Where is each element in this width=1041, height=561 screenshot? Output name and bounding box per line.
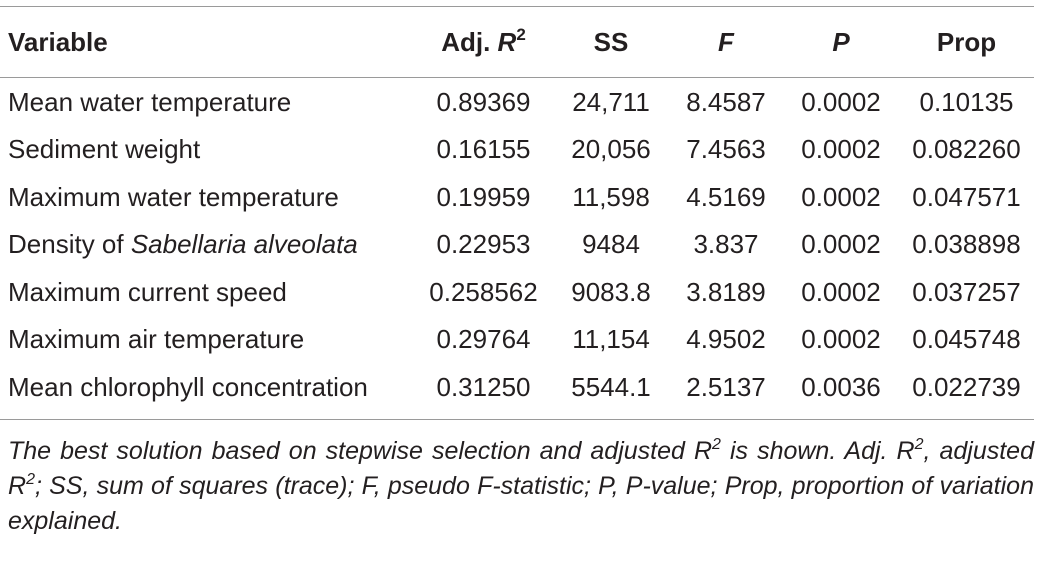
cell-f: 4.9502	[686, 324, 766, 355]
footnote-text: The best solution based on stepwise sele…	[8, 436, 713, 465]
header-f: F	[718, 27, 734, 57]
cell-variable: Mean chlorophyll concentration	[8, 371, 368, 402]
cell-adj-r2: 0.258562	[429, 276, 538, 307]
cell-adj-r2: 0.22953	[436, 229, 531, 260]
cell-prop: 0.037257	[912, 276, 1021, 307]
header-prop: Prop	[936, 27, 997, 57]
cell-p: 0.0002	[801, 229, 881, 260]
table-row: Density of Sabellaria alveolata 0.22953 …	[0, 221, 1036, 269]
cell-ss: 5544.1	[571, 371, 651, 402]
cell-p: 0.0002	[801, 86, 881, 117]
header-row: Variable Adj. R2 SS F P Prop	[0, 7, 1036, 77]
cell-prop: 0.047571	[912, 181, 1021, 212]
footnote-superscript: 2	[712, 435, 721, 453]
cell-f: 7.4563	[686, 134, 766, 165]
footnote-text: ; SS, sum of squares (trace); F, pseudo …	[8, 471, 1034, 535]
cell-variable: Maximum current speed	[8, 276, 287, 307]
table-header: Variable Adj. R2 SS F P Prop	[0, 7, 1036, 77]
table-body: Mean water temperature 0.89369 24,711 8.…	[0, 77, 1036, 411]
cell-prop: 0.022739	[912, 371, 1021, 402]
cell-f: 2.5137	[686, 371, 766, 402]
cell-variable: Maximum air temperature	[8, 324, 305, 355]
cell-ss: 24,711	[572, 86, 650, 117]
cell-p: 0.0002	[801, 276, 881, 307]
cell-prop: 0.045748	[912, 324, 1021, 355]
cell-ss: 9484	[582, 229, 640, 260]
table-row: Sediment weight 0.16155 20,056 7.4563 0.…	[0, 126, 1036, 174]
cell-adj-r2: 0.19959	[436, 181, 531, 212]
header-rule	[0, 77, 1034, 78]
header-adj-r2-sup: 2	[516, 25, 526, 44]
header-adj-r2: Adj. R2	[412, 7, 555, 77]
footnote-text: is shown. Adj. R	[720, 436, 915, 465]
header-adj-r2-symbol: R	[497, 27, 517, 57]
results-table-container: Variable Adj. R2 SS F P Prop Mean water …	[0, 6, 1041, 539]
top-rule	[0, 6, 1034, 7]
cell-adj-r2: 0.29764	[436, 324, 531, 355]
cell-variable: Maximum water temperature	[8, 181, 339, 212]
footnote-text: , adjusted R	[8, 436, 1034, 500]
cell-f: 3.837	[693, 229, 759, 260]
footnote-superscript: 2	[914, 435, 924, 453]
table-row: Maximum air temperature 0.29764 11,154 4…	[0, 316, 1036, 364]
header-ss: SS	[593, 27, 629, 57]
cell-ss: 9083.8	[571, 276, 651, 307]
cell-p: 0.0002	[801, 181, 881, 212]
cell-adj-r2: 0.31250	[436, 371, 531, 402]
cell-f: 3.8189	[686, 276, 766, 307]
cell-variable: Mean water temperature	[8, 86, 292, 117]
cell-variable-species: Sabellaria alveolata	[130, 229, 358, 260]
table-row: Maximum water temperature 0.19959 11,598…	[0, 173, 1036, 221]
table-row: Mean water temperature 0.89369 24,711 8.…	[0, 78, 1036, 126]
header-adj-r2-text: Adj.	[441, 27, 498, 57]
table-row: Maximum current speed 0.258562 9083.8 3.…	[0, 268, 1036, 316]
cell-variable: Sediment weight	[8, 134, 201, 165]
table-footnote: The best solution based on stepwise sele…	[0, 420, 1041, 539]
cell-variable-prefix: Density of	[8, 229, 131, 260]
cell-ss: 11,154	[572, 324, 650, 355]
cell-variable: Density of Sabellaria alveolata	[0, 221, 412, 269]
cell-p: 0.0002	[801, 134, 881, 165]
header-variable: Variable	[8, 27, 108, 57]
cell-prop: 0.10135	[919, 86, 1014, 117]
cell-p: 0.0002	[801, 324, 881, 355]
cell-adj-r2: 0.16155	[436, 134, 531, 165]
cell-ss: 11,598	[572, 181, 650, 212]
cell-f: 4.5169	[686, 181, 766, 212]
cell-p: 0.0036	[801, 371, 881, 402]
header-p: P	[832, 27, 850, 57]
cell-prop: 0.038898	[912, 229, 1021, 260]
cell-prop: 0.082260	[912, 134, 1021, 165]
cell-adj-r2: 0.89369	[436, 86, 531, 117]
stepwise-results-table: Variable Adj. R2 SS F P Prop Mean water …	[0, 7, 1036, 411]
footnote-superscript: 2	[26, 470, 35, 488]
cell-f: 8.4587	[686, 86, 766, 117]
cell-ss: 20,056	[571, 134, 651, 165]
bottom-rule	[0, 418, 1034, 420]
table-row: Mean chlorophyll concentration 0.31250 5…	[0, 363, 1036, 411]
